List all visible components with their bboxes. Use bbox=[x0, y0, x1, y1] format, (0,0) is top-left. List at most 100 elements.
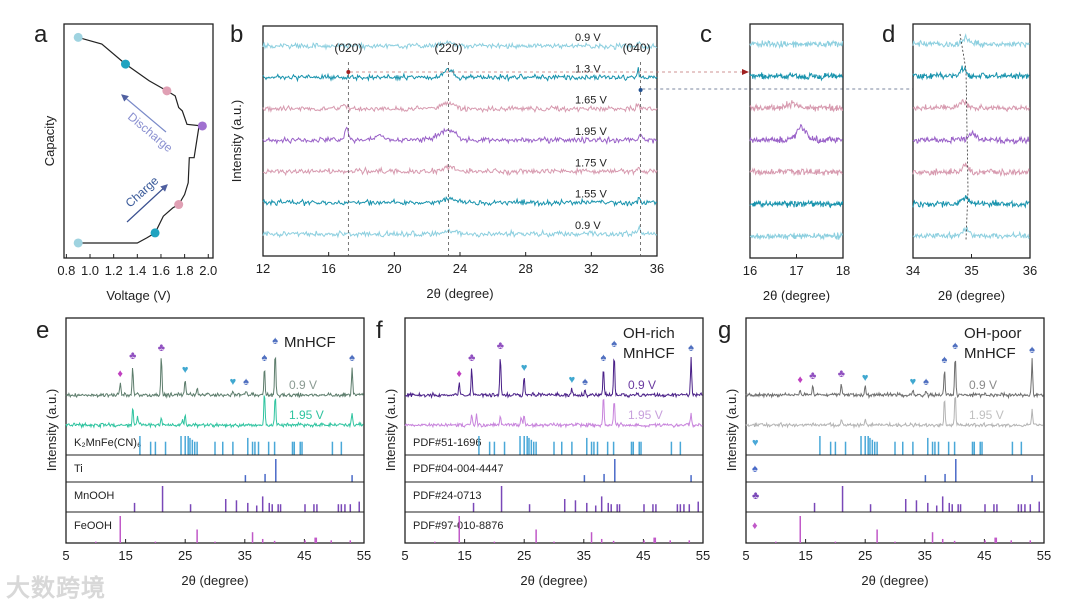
xrd-trace-175V bbox=[749, 167, 843, 177]
state-marker bbox=[174, 200, 184, 210]
phase-marker-icon: ♣ bbox=[468, 352, 475, 364]
capacity-voltage-curve bbox=[78, 36, 205, 244]
x-axis-label: 2θ (degree) bbox=[938, 288, 1005, 303]
phase-marker-icon: ♦ bbox=[797, 374, 803, 386]
phase-marker-icon: ♦ bbox=[117, 368, 123, 380]
xrd-trace bbox=[404, 398, 703, 429]
reference-label: K₂MnFe(CN)₆ bbox=[74, 437, 141, 449]
xrd-trace-155V bbox=[262, 195, 658, 208]
phase-marker-icon: ♠ bbox=[688, 342, 694, 354]
reference-label: ♣ bbox=[752, 490, 759, 502]
phase-marker-icon: ♠ bbox=[942, 354, 948, 366]
x-axis-label: 2θ (degree) bbox=[861, 573, 928, 588]
xrd-trace-175V bbox=[912, 162, 1030, 177]
xrd-trace-165V bbox=[912, 98, 1030, 113]
xrd-trace-155V bbox=[912, 195, 1030, 209]
panel-letter: e bbox=[36, 317, 49, 344]
y-axis-label: Intensity (a.u.) bbox=[724, 389, 739, 471]
reflection-label: (020) bbox=[334, 41, 362, 55]
x-tick-label: 1.2 bbox=[105, 263, 123, 278]
state-marker bbox=[150, 228, 160, 238]
phase-marker-icon: ♥ bbox=[862, 372, 869, 384]
x-tick-label: 35 bbox=[577, 548, 591, 563]
plot-frame bbox=[65, 317, 365, 544]
trace-voltage-label: 1.95 V bbox=[289, 408, 324, 422]
phase-marker-icon: ♠ bbox=[272, 335, 278, 347]
x-axis-label: 2θ (degree) bbox=[181, 573, 248, 588]
state-marker bbox=[120, 59, 130, 69]
x-tick-label: 15 bbox=[118, 548, 132, 563]
xrd-trace-09V bbox=[912, 33, 1030, 48]
xrd-trace-195V bbox=[749, 123, 843, 145]
phase-marker-icon: ♣ bbox=[158, 342, 165, 354]
sample-title: MnHCF bbox=[623, 345, 675, 362]
y-axis-label: Intensity (a.u.) bbox=[383, 389, 398, 471]
x-tick-label: 35 bbox=[964, 263, 978, 278]
phase-marker-icon: ♠ bbox=[923, 376, 929, 388]
xrd-trace-165V bbox=[749, 100, 844, 113]
panel-letter: d bbox=[882, 21, 895, 48]
xrd-trace-13V bbox=[262, 67, 658, 83]
reference-label: MnOOH bbox=[74, 490, 114, 502]
state-marker bbox=[73, 238, 83, 248]
charge-arrow bbox=[126, 184, 168, 223]
reflection-label: (220) bbox=[435, 41, 463, 55]
discharge-label: Discharge bbox=[125, 110, 176, 156]
trace-voltage-label: 0.9 V bbox=[969, 378, 997, 392]
reference-label: PDF#97-010-8876 bbox=[413, 520, 504, 532]
state-marker bbox=[197, 121, 207, 131]
x-tick-label: 24 bbox=[453, 261, 467, 276]
phase-marker-icon: ♥ bbox=[230, 376, 237, 388]
reflection-dot bbox=[346, 70, 351, 74]
xrd-trace-155V bbox=[749, 199, 844, 209]
panel-letter: g bbox=[718, 317, 731, 344]
phase-marker-icon: ♦ bbox=[456, 368, 462, 380]
phase-marker-icon: ♠ bbox=[601, 352, 607, 364]
xrd-trace-165V bbox=[262, 100, 658, 114]
charge-label: Charge bbox=[123, 173, 162, 210]
phase-marker-icon: ♠ bbox=[611, 338, 617, 350]
phase-marker-icon: ♠ bbox=[1029, 344, 1035, 356]
xrd-trace-09V bbox=[749, 231, 844, 241]
x-tick-label: 15 bbox=[457, 548, 471, 563]
x-tick-label: 20 bbox=[387, 261, 401, 276]
phase-marker-icon: ♠ bbox=[952, 340, 958, 352]
trace-voltage-label: 1.55 V bbox=[575, 189, 607, 201]
x-tick-label: 45 bbox=[636, 548, 650, 563]
x-axis-label: 2θ (degree) bbox=[520, 573, 587, 588]
x-tick-label: 55 bbox=[1037, 548, 1051, 563]
xrd-trace-09V bbox=[749, 39, 844, 50]
panel-letter: a bbox=[34, 21, 48, 48]
y-axis-label: Intensity (a.u.) bbox=[44, 389, 59, 471]
x-tick-label: 55 bbox=[696, 548, 710, 563]
x-tick-label: 5 bbox=[742, 548, 749, 563]
x-tick-label: 18 bbox=[836, 263, 850, 278]
trace-voltage-label: 1.3 V bbox=[575, 63, 601, 75]
x-tick-label: 25 bbox=[858, 548, 872, 563]
phase-marker-icon: ♣ bbox=[497, 340, 504, 352]
phase-marker-icon: ♥ bbox=[569, 374, 576, 386]
xrd-trace-09V bbox=[262, 39, 658, 51]
x-tick-label: 15 bbox=[798, 548, 812, 563]
phase-marker-icon: ♥ bbox=[521, 362, 528, 374]
trace-voltage-label: 1.95 V bbox=[575, 126, 607, 138]
x-axis-label: 2θ (degree) bbox=[426, 286, 493, 301]
x-tick-label: 34 bbox=[906, 263, 920, 278]
trace-voltage-label: 0.9 V bbox=[575, 220, 601, 232]
watermark-logo: 大数跨境 bbox=[6, 574, 106, 602]
x-tick-label: 1.8 bbox=[176, 263, 194, 278]
discharge-arrow bbox=[121, 94, 167, 133]
x-axis-label: 2θ (degree) bbox=[763, 288, 830, 303]
peak-shift-guide-line bbox=[959, 33, 969, 241]
x-tick-label: 5 bbox=[401, 548, 408, 563]
x-tick-label: 2.0 bbox=[199, 263, 217, 278]
x-tick-label: 45 bbox=[977, 548, 991, 563]
reference-label: PDF#04-004-4447 bbox=[413, 463, 504, 475]
xrd-trace-09V bbox=[262, 224, 658, 239]
reference-label: PDF#24-0713 bbox=[413, 490, 482, 502]
panel-g: 5 15 25 35 45 55 2θ (degree) Intensity (a.u.) g O… bbox=[718, 317, 1051, 588]
x-tick-label: 1.6 bbox=[152, 263, 170, 278]
x-tick-label: 32 bbox=[584, 261, 598, 276]
x-tick-label: 5 bbox=[62, 548, 69, 563]
